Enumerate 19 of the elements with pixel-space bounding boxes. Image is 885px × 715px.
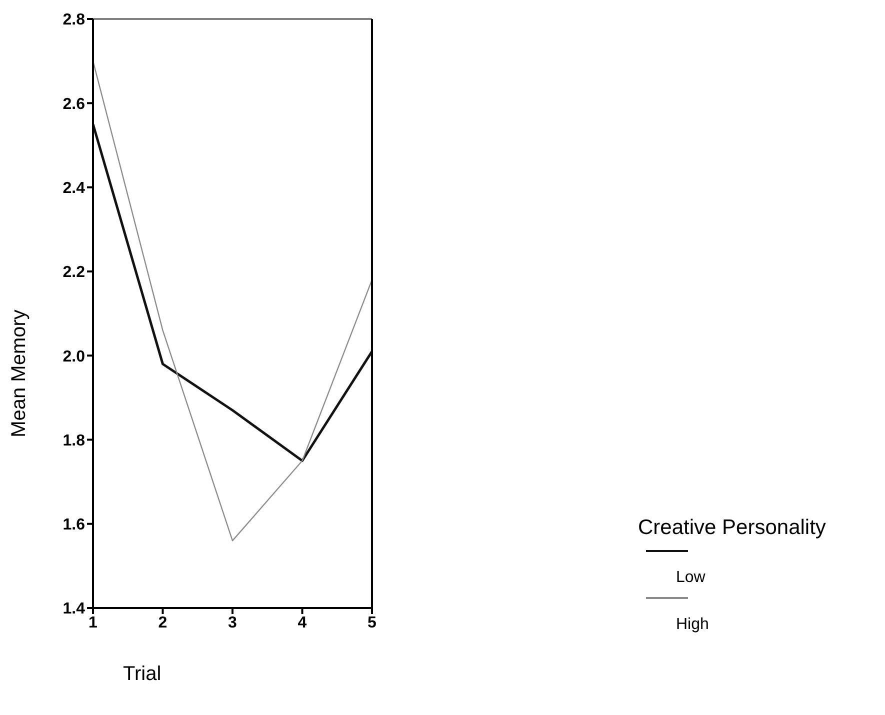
y-axis-title: Mean Memory: [8, 310, 30, 438]
x-tick-label: 4: [298, 614, 307, 632]
x-axis-title: Trial: [123, 663, 162, 686]
line-series: [93, 122, 372, 462]
x-tick-label: 3: [228, 614, 238, 632]
y-tick-label: 1.8: [62, 432, 86, 450]
y-tick-label: 2.8: [62, 12, 86, 29]
y-tick-label: 2.2: [62, 264, 86, 282]
y-tick-label: 2.4: [62, 180, 86, 197]
y-tick-label: 2.0: [62, 348, 86, 366]
x-tick-label: 1: [88, 614, 98, 632]
legend-title: Creative Personality: [638, 516, 827, 540]
y-tick-label: 2.6: [62, 96, 86, 113]
x-tick-label: 5: [368, 614, 377, 632]
legend-label: High: [676, 616, 710, 634]
x-tick-label: 2: [158, 614, 168, 632]
y-tick-label: 1.6: [62, 516, 86, 534]
legend-label: Low: [676, 569, 706, 587]
y-tick-label: 1.4: [62, 600, 86, 618]
